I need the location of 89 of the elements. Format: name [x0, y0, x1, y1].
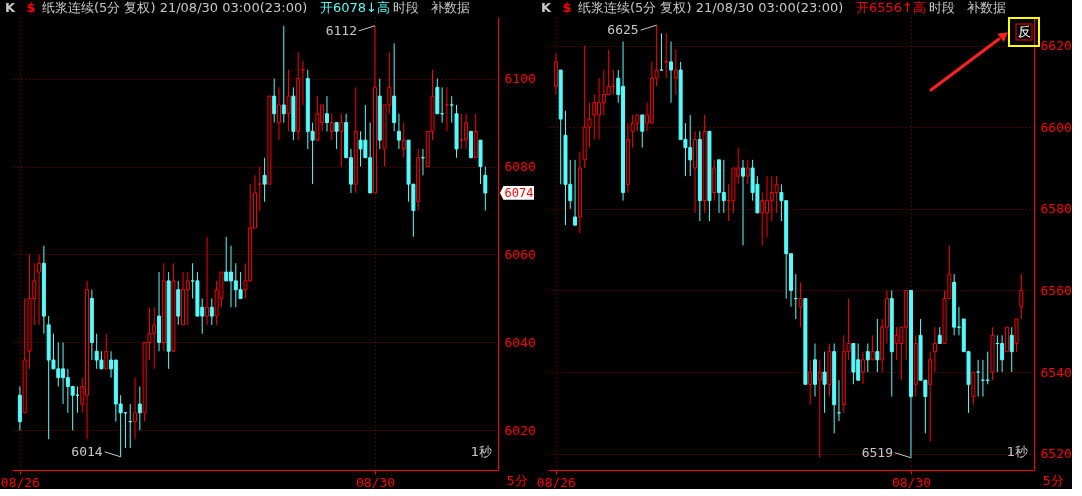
chart-subtitle: 开6078↓高: [320, 0, 390, 15]
candlestick: [272, 78, 277, 124]
candlestick: [1019, 273, 1024, 320]
candlestick: [37, 254, 42, 326]
candlestick: [483, 166, 488, 212]
candlestick: [741, 159, 746, 247]
text: 时段: [929, 0, 955, 15]
candlestick: [185, 271, 190, 326]
candlestick: [137, 385, 142, 431]
candlestick: [798, 281, 803, 328]
candlestick: [745, 159, 750, 185]
candlestick: [334, 122, 339, 150]
candlestick: [1009, 326, 1014, 373]
x-tick-label: 08/26: [536, 474, 576, 490]
annotation: 6625: [607, 22, 639, 38]
candlestick: [659, 32, 664, 71]
candlestick: [860, 351, 865, 385]
candlestick: [865, 342, 870, 373]
candlestick: [262, 157, 267, 203]
annotation: 6014: [71, 443, 103, 459]
candlestick: [721, 159, 726, 214]
candlestick: [1000, 334, 1005, 373]
annotation: 6519: [861, 444, 893, 460]
candlestick: [238, 271, 243, 299]
candlestick: [669, 40, 674, 104]
candlestick: [224, 236, 229, 282]
annotation: 1秒: [470, 444, 492, 459]
candlestick: [870, 334, 875, 361]
text: K: [4, 0, 16, 15]
candlestick: [817, 359, 822, 459]
candlestick: [640, 114, 645, 149]
candlestick: [209, 297, 214, 326]
chart-subtitle: 开6556↑高: [856, 0, 926, 15]
candlestick: [339, 113, 344, 168]
candlestick: [464, 113, 469, 150]
text: 时段: [393, 0, 419, 15]
candlestick: [133, 377, 138, 440]
annotation: 1秒: [1006, 444, 1028, 459]
candlestick: [401, 122, 406, 159]
annotation: 反: [1017, 24, 1031, 39]
x-tick-label: 08/26: [0, 474, 40, 490]
candlestick: [592, 94, 597, 140]
candlestick: [281, 25, 286, 124]
y-tick-label: 6600: [1040, 119, 1072, 135]
candlestick: [286, 69, 291, 132]
candlestick: [449, 95, 454, 124]
text: K: [540, 0, 552, 15]
candlestick: [257, 166, 262, 212]
candlestick: [976, 359, 981, 398]
annotation: 6112: [325, 22, 357, 38]
candlestick: [836, 379, 841, 422]
x-tick-label: 08/30: [891, 474, 932, 490]
candlestick: [760, 191, 765, 247]
candlestick: [875, 318, 880, 373]
y-tick-label: 6540: [1040, 364, 1072, 380]
candlestick: [673, 49, 678, 96]
text: $: [26, 0, 36, 15]
x-tick-label: 08/30: [355, 474, 396, 490]
candlestick: [932, 326, 937, 373]
y-tick-label: 6100: [504, 71, 536, 87]
y-tick-label: 6560: [1040, 282, 1072, 298]
y-tick-label: 6580: [1040, 201, 1072, 217]
y-tick-label: 6020: [504, 422, 536, 438]
candlestick: [808, 359, 813, 406]
candlestick: [276, 86, 281, 141]
annotation: 6074: [504, 185, 534, 200]
x-axis-title: 5分: [1042, 472, 1064, 488]
candlestick: [664, 32, 669, 79]
candlestick: [822, 351, 827, 414]
candlestick: [444, 86, 449, 132]
text: 补数据: [430, 0, 470, 15]
text: $: [562, 0, 572, 15]
chart-title: 纸浆连续(5分 复权) 21/08/30 03:00(23:00): [578, 0, 844, 15]
y-tick-label: 6620: [1040, 38, 1072, 54]
candlestick: [573, 159, 578, 226]
candlestick: [205, 236, 210, 326]
y-tick-label: 6040: [504, 334, 536, 350]
text: 补数据: [966, 0, 1006, 15]
candlestick: [329, 113, 334, 141]
x-axis-title: 5分: [506, 472, 528, 488]
candlestick: [459, 113, 464, 150]
y-tick-label: 6060: [504, 247, 536, 262]
y-tick-label: 6080: [504, 159, 536, 175]
chart-title: 纸浆连续(5分 复权) 21/08/30 03:00(23:00): [42, 0, 308, 15]
y-tick-label: 6520: [1040, 446, 1072, 462]
candlestick: [396, 113, 401, 150]
candlestick: [324, 95, 329, 132]
candlestick: [104, 333, 109, 370]
candlestick: [774, 175, 779, 214]
